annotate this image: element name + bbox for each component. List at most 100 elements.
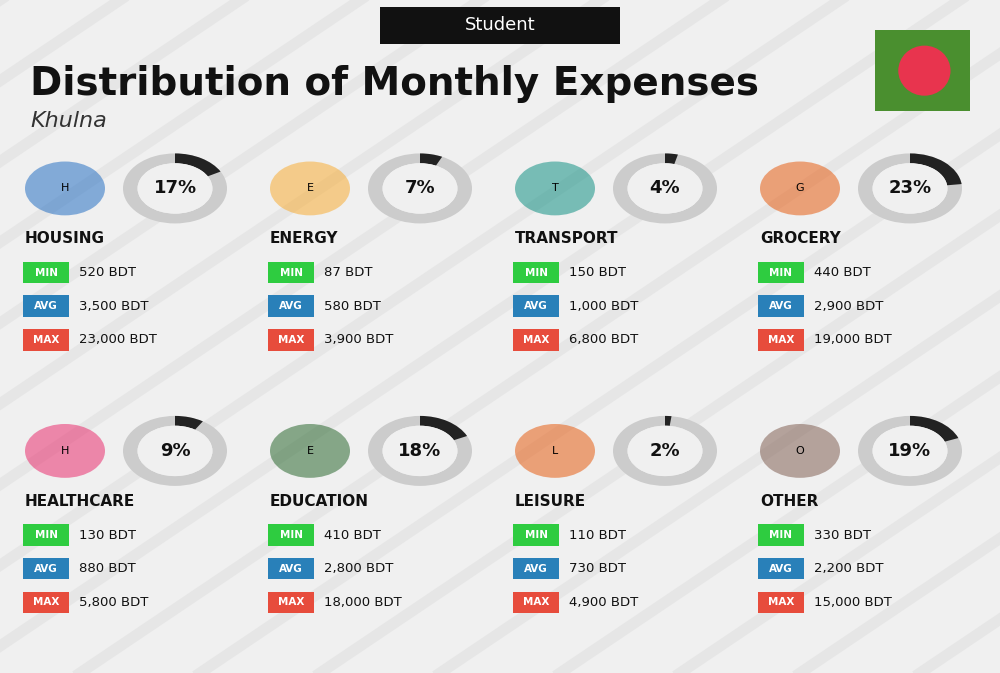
Circle shape: [270, 424, 350, 478]
Text: AVG: AVG: [769, 302, 793, 311]
Text: 17%: 17%: [153, 180, 197, 197]
Text: Khulna: Khulna: [30, 111, 107, 131]
Wedge shape: [420, 416, 467, 440]
Text: MIN: MIN: [524, 530, 548, 540]
FancyBboxPatch shape: [23, 329, 69, 351]
Text: 18,000 BDT: 18,000 BDT: [324, 596, 402, 609]
Text: 4%: 4%: [650, 180, 680, 197]
Text: MIN: MIN: [770, 268, 792, 277]
Text: MIN: MIN: [34, 530, 58, 540]
Text: 3,500 BDT: 3,500 BDT: [79, 299, 148, 313]
Text: AVG: AVG: [34, 302, 58, 311]
Text: 15,000 BDT: 15,000 BDT: [814, 596, 892, 609]
FancyBboxPatch shape: [268, 262, 314, 283]
Wedge shape: [858, 416, 962, 486]
FancyBboxPatch shape: [758, 329, 804, 351]
Text: HOUSING: HOUSING: [25, 232, 105, 246]
Text: MAX: MAX: [278, 335, 304, 345]
Circle shape: [270, 162, 350, 215]
Text: MAX: MAX: [33, 335, 59, 345]
Text: 87 BDT: 87 BDT: [324, 266, 372, 279]
Circle shape: [760, 424, 840, 478]
Circle shape: [515, 162, 595, 215]
Text: LEISURE: LEISURE: [515, 494, 586, 509]
Text: 18%: 18%: [398, 442, 442, 460]
Text: MAX: MAX: [523, 598, 549, 607]
Circle shape: [383, 164, 457, 213]
Wedge shape: [175, 416, 203, 429]
FancyBboxPatch shape: [268, 592, 314, 613]
Wedge shape: [175, 153, 221, 176]
Text: AVG: AVG: [524, 564, 548, 573]
Text: Student: Student: [465, 16, 535, 34]
Wedge shape: [665, 416, 672, 426]
FancyBboxPatch shape: [513, 592, 559, 613]
Text: H: H: [61, 184, 69, 193]
Text: 23%: 23%: [888, 180, 932, 197]
Text: 880 BDT: 880 BDT: [79, 562, 136, 575]
Text: 7%: 7%: [405, 180, 435, 197]
FancyBboxPatch shape: [23, 524, 69, 546]
Text: 23,000 BDT: 23,000 BDT: [79, 333, 157, 347]
Circle shape: [873, 164, 947, 213]
Text: 150 BDT: 150 BDT: [569, 266, 626, 279]
Text: O: O: [796, 446, 804, 456]
FancyBboxPatch shape: [758, 592, 804, 613]
FancyBboxPatch shape: [513, 295, 559, 317]
Text: 2%: 2%: [650, 442, 680, 460]
Text: 2,800 BDT: 2,800 BDT: [324, 562, 393, 575]
FancyBboxPatch shape: [268, 558, 314, 579]
Wedge shape: [420, 153, 442, 166]
FancyBboxPatch shape: [513, 524, 559, 546]
Text: 1,000 BDT: 1,000 BDT: [569, 299, 638, 313]
Text: 2,900 BDT: 2,900 BDT: [814, 299, 883, 313]
Text: MAX: MAX: [278, 598, 304, 607]
Text: T: T: [552, 184, 558, 193]
FancyBboxPatch shape: [23, 262, 69, 283]
Text: 330 BDT: 330 BDT: [814, 528, 871, 542]
Text: 730 BDT: 730 BDT: [569, 562, 626, 575]
Circle shape: [760, 162, 840, 215]
Text: G: G: [796, 184, 804, 193]
Text: MAX: MAX: [523, 335, 549, 345]
Text: MIN: MIN: [280, 530, 303, 540]
Text: AVG: AVG: [769, 564, 793, 573]
Text: 440 BDT: 440 BDT: [814, 266, 871, 279]
Text: GROCERY: GROCERY: [760, 232, 841, 246]
Text: OTHER: OTHER: [760, 494, 818, 509]
Wedge shape: [665, 153, 678, 164]
Circle shape: [515, 424, 595, 478]
Text: 130 BDT: 130 BDT: [79, 528, 136, 542]
FancyBboxPatch shape: [758, 262, 804, 283]
FancyBboxPatch shape: [268, 329, 314, 351]
Ellipse shape: [898, 46, 951, 96]
Text: E: E: [306, 446, 314, 456]
Text: 5,800 BDT: 5,800 BDT: [79, 596, 148, 609]
FancyBboxPatch shape: [23, 592, 69, 613]
Text: 3,900 BDT: 3,900 BDT: [324, 333, 393, 347]
FancyBboxPatch shape: [513, 329, 559, 351]
Wedge shape: [123, 416, 227, 486]
FancyBboxPatch shape: [23, 295, 69, 317]
Circle shape: [25, 162, 105, 215]
Circle shape: [138, 426, 212, 476]
Text: AVG: AVG: [279, 302, 303, 311]
Circle shape: [628, 164, 702, 213]
FancyBboxPatch shape: [23, 558, 69, 579]
Text: AVG: AVG: [279, 564, 303, 573]
Text: Distribution of Monthly Expenses: Distribution of Monthly Expenses: [30, 65, 759, 103]
FancyBboxPatch shape: [513, 262, 559, 283]
Text: MAX: MAX: [768, 598, 794, 607]
Wedge shape: [613, 153, 717, 223]
FancyBboxPatch shape: [875, 30, 970, 111]
Text: MAX: MAX: [33, 598, 59, 607]
Wedge shape: [858, 153, 962, 223]
FancyBboxPatch shape: [268, 524, 314, 546]
Text: MAX: MAX: [768, 335, 794, 345]
Text: AVG: AVG: [524, 302, 548, 311]
Wedge shape: [368, 153, 472, 223]
Wedge shape: [368, 416, 472, 486]
Text: 4,900 BDT: 4,900 BDT: [569, 596, 638, 609]
Text: EDUCATION: EDUCATION: [270, 494, 369, 509]
Circle shape: [628, 426, 702, 476]
